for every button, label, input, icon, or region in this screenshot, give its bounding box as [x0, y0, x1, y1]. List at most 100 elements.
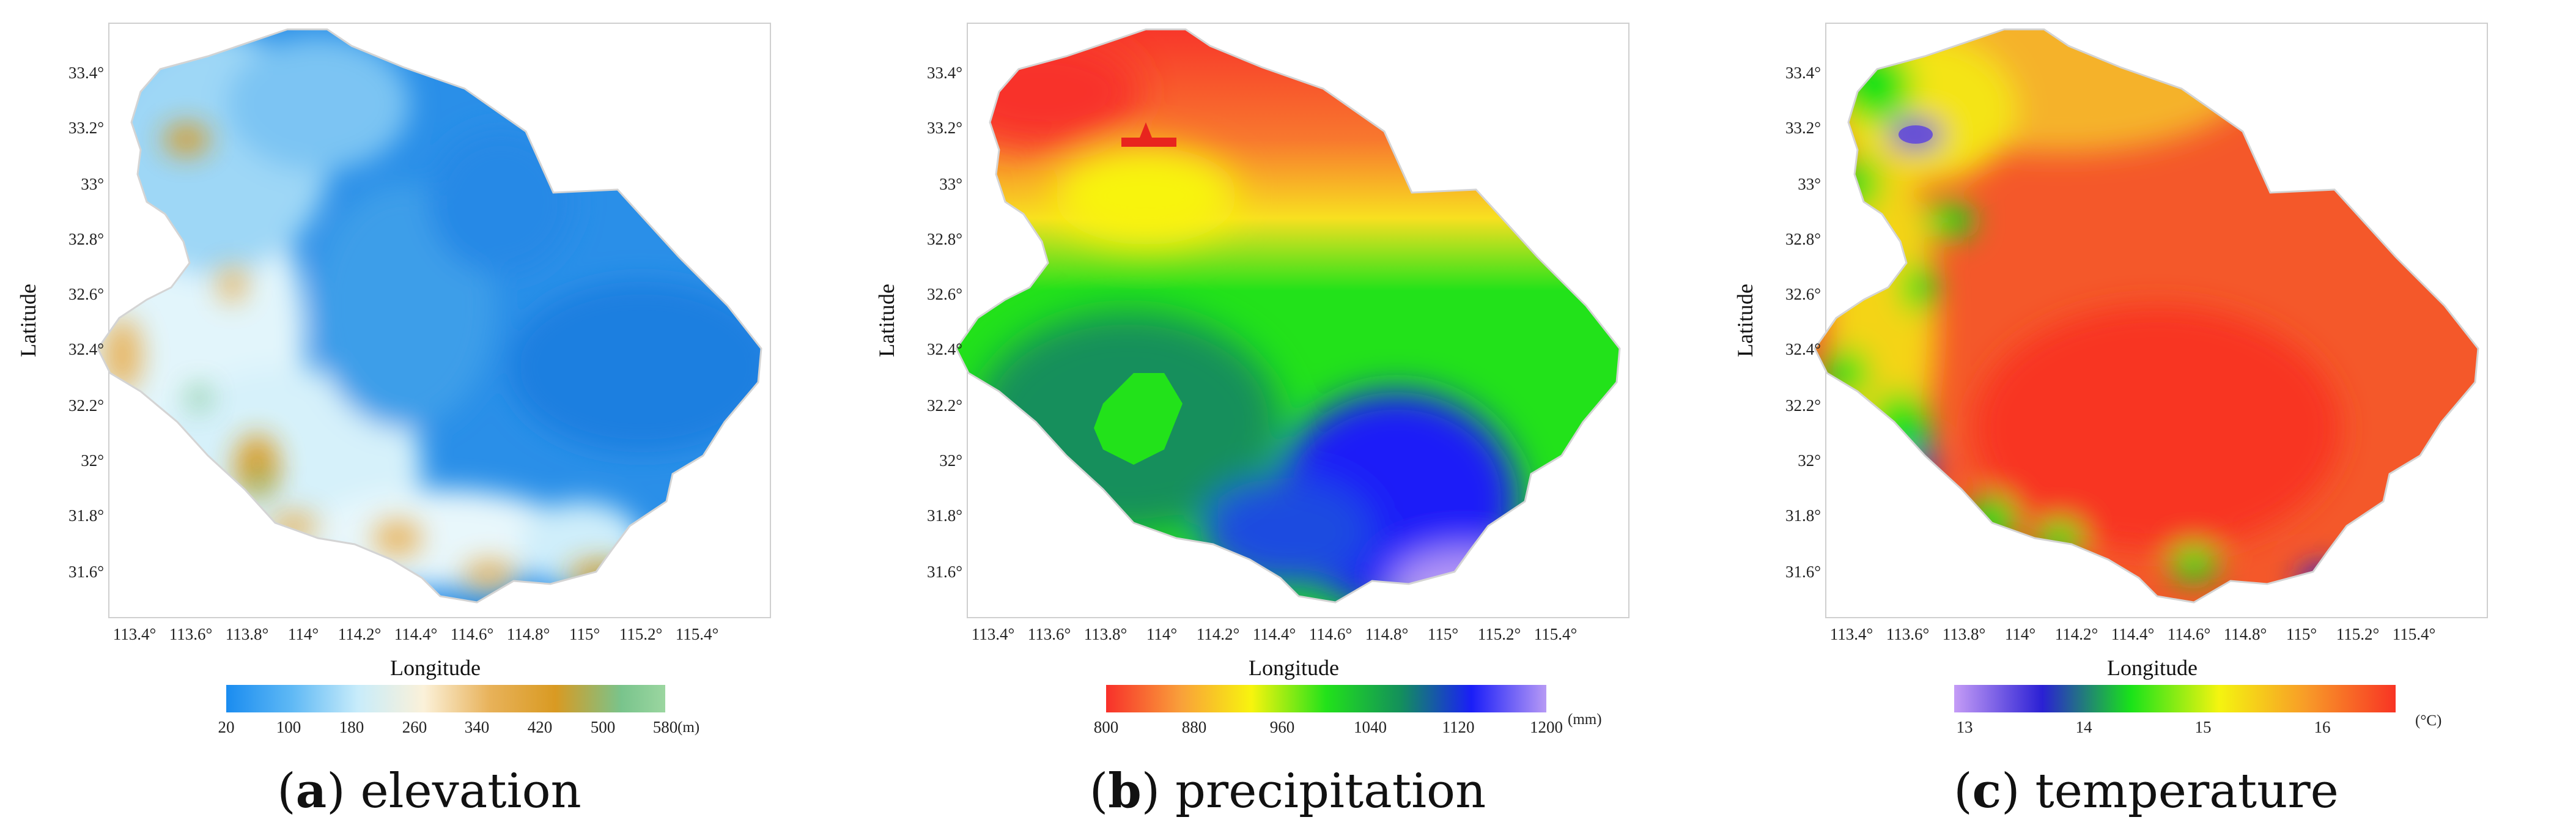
colorbar-unit: (mm) — [1568, 711, 1602, 728]
x-tick-label: 113.6° — [1028, 625, 1071, 643]
temperature-field — [1815, 29, 2478, 602]
panel-letter: a — [295, 763, 327, 819]
colorbar — [1954, 685, 2396, 712]
x-tick-label: 113.6° — [169, 625, 213, 643]
panel-temperature: 33.4° 33.2° 33° 32.8° 32.6° 32.4° 32.2° … — [1717, 0, 2575, 828]
x-tick-label: 114.8° — [2224, 625, 2267, 643]
x-tick-label: 113.8° — [1943, 625, 1986, 643]
colorbar-ticks: 800 880 960 1040 1120 1200 — [1094, 718, 1563, 736]
plot-frame — [108, 23, 771, 618]
y-tick-label: 32.8° — [927, 230, 962, 248]
colorbar-tick-label: 420 — [528, 718, 553, 736]
y-tick-label: 32.8° — [1785, 230, 1821, 248]
x-tick-label: 114.6° — [451, 625, 494, 643]
y-tick-label: 32.2° — [68, 396, 104, 415]
y-tick-label: 32.6° — [927, 285, 962, 303]
y-tick-label: 31.6° — [927, 563, 962, 581]
y-axis-label: Latitude — [16, 284, 40, 357]
x-tick-label: 113.8° — [1084, 625, 1127, 643]
x-tick-label: 114.8° — [507, 625, 550, 643]
colorbar-unit: (m) — [677, 719, 699, 736]
x-axis-ticks: 113.4° 113.6° 113.8° 114° 114.2° 114.4° … — [972, 625, 1578, 643]
colorbar — [226, 685, 665, 712]
x-axis-label: Longitude — [390, 656, 481, 680]
colorbar-tick-label: 500 — [591, 718, 616, 736]
colorbar-tick-label: 260 — [402, 718, 427, 736]
panel-precipitation: 33.4° 33.2° 33° 32.8° 32.6° 32.4° 32.2° … — [858, 0, 1717, 828]
x-axis-label: Longitude — [2107, 656, 2198, 680]
y-tick-label: 32.6° — [1785, 285, 1821, 303]
y-axis-ticks: 33.4° 33.2° 33° 32.8° 32.6° 32.4° 32.2° … — [1785, 64, 1821, 581]
colorbar — [1106, 685, 1546, 712]
x-tick-label: 115.2° — [619, 625, 663, 643]
y-tick-label: 33° — [939, 175, 962, 193]
y-tick-label: 31.8° — [927, 506, 962, 525]
y-tick-label: 33° — [81, 175, 104, 193]
panel-letter: c — [1972, 763, 2002, 819]
y-tick-label: 31.6° — [68, 563, 104, 581]
colorbar-tick-label: 20 — [218, 718, 235, 736]
y-tick-label: 32° — [81, 451, 104, 470]
colorbar-tick-label: 1120 — [1442, 718, 1475, 736]
y-tick-label: 33.2° — [927, 119, 962, 137]
x-tick-label: 115° — [569, 625, 600, 643]
plot-frame — [1825, 23, 2488, 618]
x-tick-label: 114.4° — [1253, 625, 1296, 643]
x-axis-ticks: 113.4° 113.6° 113.8° 114° 114.2° 114.4° … — [113, 625, 719, 643]
x-tick-label: 115° — [1428, 625, 1458, 643]
colorbar-tick-label: 800 — [1094, 718, 1119, 736]
colorbar-tick-label: 180 — [339, 718, 364, 736]
panel-letter: b — [1108, 763, 1142, 819]
y-tick-label: 33.4° — [927, 64, 962, 82]
x-tick-label: 115.4° — [1534, 625, 1578, 643]
colorbar-tick-label: 14 — [2076, 718, 2093, 736]
x-tick-label: 114.6° — [2168, 625, 2211, 643]
elevation-field — [98, 29, 761, 602]
precipitation-field — [956, 29, 1620, 602]
x-tick-label: 113.6° — [1886, 625, 1930, 643]
y-tick-label: 33.4° — [68, 64, 104, 82]
y-tick-label: 33° — [1798, 175, 1821, 193]
colorbar-tick-label: 960 — [1270, 718, 1295, 736]
colorbar-tick-label: 100 — [276, 718, 301, 736]
x-tick-label: 115.4° — [2393, 625, 2436, 643]
x-tick-label: 114° — [1146, 625, 1177, 643]
x-tick-label: 114.6° — [1309, 625, 1353, 643]
y-axis-ticks: 33.4° 33.2° 33° 32.8° 32.6° 32.4° 32.2° … — [68, 64, 104, 581]
y-axis-ticks: 33.4° 33.2° 33° 32.8° 32.6° 32.4° 32.2° … — [927, 64, 962, 581]
y-tick-label: 31.6° — [1785, 563, 1821, 581]
x-tick-label: 114.2° — [338, 625, 382, 643]
panel-caption-text: elevation — [360, 764, 581, 819]
panel-caption: (c) temperature — [1954, 763, 2339, 819]
x-tick-label: 113.4° — [972, 625, 1015, 643]
y-tick-label: 32.2° — [1785, 396, 1821, 415]
colorbar-tick-label: 13 — [1957, 718, 1973, 736]
y-tick-label: 32.8° — [68, 230, 104, 248]
colorbar-ticks: 13 14 15 16 — [1957, 718, 2331, 736]
x-tick-label: 114.4° — [2111, 625, 2155, 643]
elevation-map: 33.4° 33.2° 33° 32.8° 32.6° 32.4° 32.2° … — [16, 23, 771, 736]
x-axis-ticks: 113.4° 113.6° 113.8° 114° 114.2° 114.4° … — [1830, 625, 2436, 643]
y-tick-label: 31.8° — [1785, 506, 1821, 525]
panel-caption: (b) precipitation — [1089, 763, 1486, 819]
y-axis-label: Latitude — [1733, 284, 1757, 357]
y-tick-label: 31.8° — [68, 506, 104, 525]
x-tick-label: 113.4° — [113, 625, 157, 643]
panel-caption: (a) elevation — [277, 763, 581, 819]
x-tick-label: 114.2° — [2055, 625, 2098, 643]
y-tick-label: 32.4° — [68, 340, 104, 358]
x-tick-label: 113.8° — [226, 625, 269, 643]
y-tick-label: 33.2° — [1785, 119, 1821, 137]
x-tick-label: 114.8° — [1365, 625, 1409, 643]
precipitation-map: 33.4° 33.2° 33° 32.8° 32.6° 32.4° 32.2° … — [874, 23, 1629, 736]
panel-elevation: 33.4° 33.2° 33° 32.8° 32.6° 32.4° 32.2° … — [0, 0, 858, 828]
temperature-map: 33.4° 33.2° 33° 32.8° 32.6° 32.4° 32.2° … — [1733, 23, 2488, 736]
y-tick-label: 32.6° — [68, 285, 104, 303]
y-tick-label: 32° — [939, 451, 962, 470]
colorbar-unit: (°C) — [2415, 712, 2441, 729]
panel-caption-text: precipitation — [1175, 764, 1486, 819]
x-tick-label: 114° — [288, 625, 319, 643]
x-tick-label: 114° — [2005, 625, 2035, 643]
y-tick-label: 32.4° — [927, 340, 962, 358]
x-tick-label: 115° — [2286, 625, 2317, 643]
